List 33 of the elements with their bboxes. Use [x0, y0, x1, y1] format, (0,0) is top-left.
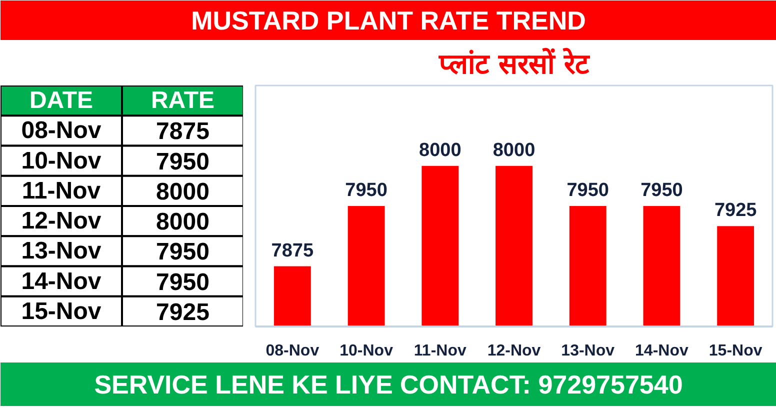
y-tick-label: 10-Nov [21, 147, 102, 174]
data-label: 7950 [345, 180, 388, 201]
data-label: 7950 [640, 180, 683, 201]
y-tick-label: 11-Nov [22, 177, 102, 204]
text: SERVICE LENE KE LIYE CONTACT: 9729757540 [94, 370, 683, 400]
data-label: 8000 [492, 140, 536, 161]
x-tick-label: 14-Nov [635, 342, 688, 360]
data-label: 8000 [156, 178, 210, 206]
x-tick-label: 13-Nov [561, 342, 615, 360]
data-label: 7950 [156, 268, 210, 296]
y-tick-label: 13-Nov [21, 238, 102, 265]
data-label: 7925 [714, 200, 758, 222]
x-tick-label: 12-Nov [487, 342, 541, 360]
data-label: 8000 [419, 140, 462, 161]
y-tick-label: 08-Nov [21, 117, 102, 144]
y-tick-label: 12-Nov [21, 208, 102, 235]
data-label: 7950 [156, 238, 210, 266]
data-label: 7875 [156, 118, 210, 146]
data-label: 7950 [566, 180, 610, 201]
data-label: 7950 [156, 148, 210, 176]
y-axis-title: DATE [29, 87, 94, 114]
x-tick-label: 15-Nov [708, 342, 762, 360]
data-label: 7875 [271, 240, 314, 262]
chart-title: MUSTARD PLANT RATE TREND [191, 6, 586, 36]
x-tick-label: 08-Nov [266, 342, 320, 360]
data-label: 8000 [156, 208, 210, 236]
y-tick-label: 15-Nov [21, 298, 102, 325]
data-label: 7925 [156, 298, 210, 326]
x-tick-label: RATE [150, 87, 215, 114]
x-tick-label: 11-Nov [414, 342, 466, 360]
y-tick-label: 14-Nov [21, 268, 102, 295]
chart-subtitle: प्लांट सरसों रेट [438, 48, 590, 80]
x-tick-label: 10-Nov [340, 342, 394, 360]
